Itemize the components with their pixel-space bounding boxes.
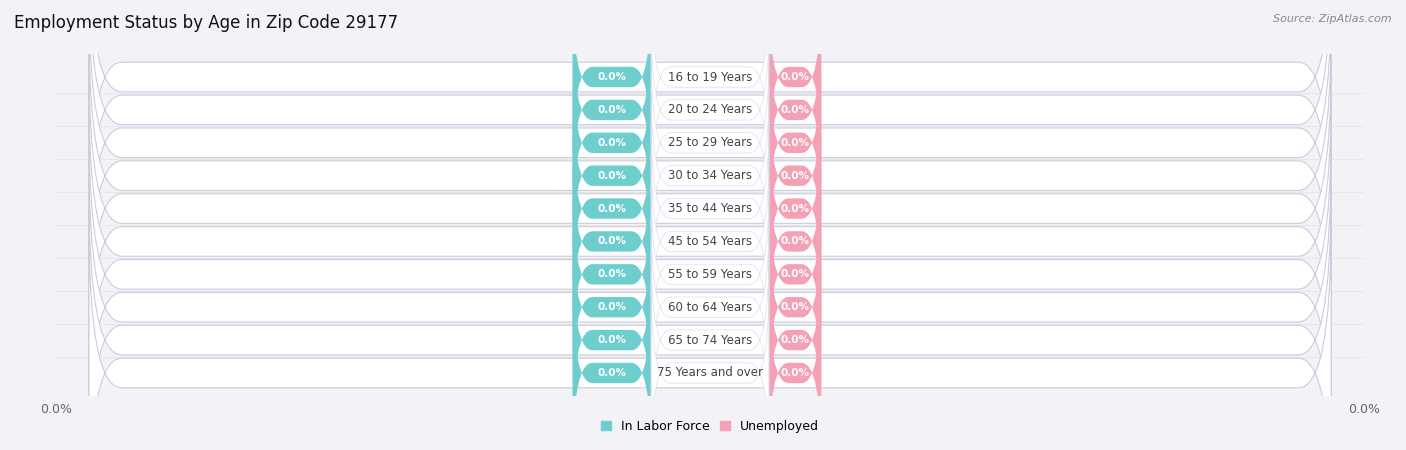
Text: 35 to 44 Years: 35 to 44 Years — [668, 202, 752, 215]
FancyBboxPatch shape — [572, 153, 651, 330]
FancyBboxPatch shape — [651, 87, 769, 264]
Text: 0.0%: 0.0% — [598, 302, 627, 312]
FancyBboxPatch shape — [769, 54, 821, 231]
Text: 75 Years and over: 75 Years and over — [657, 366, 763, 379]
FancyBboxPatch shape — [89, 0, 1331, 292]
FancyBboxPatch shape — [572, 219, 651, 396]
Text: 0.0%: 0.0% — [780, 105, 810, 115]
FancyBboxPatch shape — [769, 87, 821, 264]
Text: Source: ZipAtlas.com: Source: ZipAtlas.com — [1274, 14, 1392, 23]
Text: 30 to 34 Years: 30 to 34 Years — [668, 169, 752, 182]
FancyBboxPatch shape — [89, 26, 1331, 325]
FancyBboxPatch shape — [89, 158, 1331, 450]
Text: 0.0%: 0.0% — [780, 171, 810, 180]
FancyBboxPatch shape — [572, 87, 651, 264]
FancyBboxPatch shape — [89, 0, 1331, 227]
Text: 60 to 64 Years: 60 to 64 Years — [668, 301, 752, 314]
Text: 0.0%: 0.0% — [780, 138, 810, 148]
Text: 0.0%: 0.0% — [598, 335, 627, 345]
FancyBboxPatch shape — [89, 190, 1331, 450]
FancyBboxPatch shape — [89, 92, 1331, 391]
FancyBboxPatch shape — [572, 0, 651, 166]
FancyBboxPatch shape — [769, 120, 821, 297]
FancyBboxPatch shape — [89, 59, 1331, 358]
FancyBboxPatch shape — [572, 284, 651, 450]
FancyBboxPatch shape — [89, 125, 1331, 424]
FancyBboxPatch shape — [89, 0, 1331, 260]
Text: 0.0%: 0.0% — [780, 236, 810, 247]
Text: 0.0%: 0.0% — [598, 105, 627, 115]
FancyBboxPatch shape — [651, 186, 769, 363]
FancyBboxPatch shape — [572, 252, 651, 428]
Text: 0.0%: 0.0% — [780, 302, 810, 312]
Text: 20 to 24 Years: 20 to 24 Years — [668, 104, 752, 117]
Legend: In Labor Force, Unemployed: In Labor Force, Unemployed — [596, 414, 824, 438]
Text: 0.0%: 0.0% — [598, 368, 627, 378]
Text: 0.0%: 0.0% — [598, 72, 627, 82]
FancyBboxPatch shape — [769, 153, 821, 330]
FancyBboxPatch shape — [651, 252, 769, 428]
Text: 0.0%: 0.0% — [780, 335, 810, 345]
FancyBboxPatch shape — [572, 120, 651, 297]
FancyBboxPatch shape — [769, 252, 821, 428]
FancyBboxPatch shape — [769, 284, 821, 450]
Text: 16 to 19 Years: 16 to 19 Years — [668, 71, 752, 84]
FancyBboxPatch shape — [572, 186, 651, 363]
Text: 65 to 74 Years: 65 to 74 Years — [668, 333, 752, 346]
FancyBboxPatch shape — [651, 22, 769, 198]
FancyBboxPatch shape — [769, 22, 821, 198]
Text: 25 to 29 Years: 25 to 29 Years — [668, 136, 752, 149]
FancyBboxPatch shape — [89, 223, 1331, 450]
Text: 0.0%: 0.0% — [598, 138, 627, 148]
Text: 55 to 59 Years: 55 to 59 Years — [668, 268, 752, 281]
Text: 0.0%: 0.0% — [780, 270, 810, 279]
FancyBboxPatch shape — [769, 219, 821, 396]
Text: Employment Status by Age in Zip Code 29177: Employment Status by Age in Zip Code 291… — [14, 14, 398, 32]
Text: 0.0%: 0.0% — [780, 368, 810, 378]
FancyBboxPatch shape — [572, 54, 651, 231]
Text: 0.0%: 0.0% — [598, 203, 627, 214]
Text: 0.0%: 0.0% — [780, 203, 810, 214]
Text: 0.0%: 0.0% — [780, 72, 810, 82]
FancyBboxPatch shape — [769, 186, 821, 363]
FancyBboxPatch shape — [651, 153, 769, 330]
FancyBboxPatch shape — [651, 284, 769, 450]
FancyBboxPatch shape — [651, 120, 769, 297]
FancyBboxPatch shape — [651, 219, 769, 396]
Text: 0.0%: 0.0% — [598, 171, 627, 180]
FancyBboxPatch shape — [651, 0, 769, 166]
Text: 0.0%: 0.0% — [598, 270, 627, 279]
FancyBboxPatch shape — [769, 0, 821, 166]
Text: 0.0%: 0.0% — [598, 236, 627, 247]
FancyBboxPatch shape — [572, 22, 651, 198]
Text: 45 to 54 Years: 45 to 54 Years — [668, 235, 752, 248]
FancyBboxPatch shape — [651, 54, 769, 231]
